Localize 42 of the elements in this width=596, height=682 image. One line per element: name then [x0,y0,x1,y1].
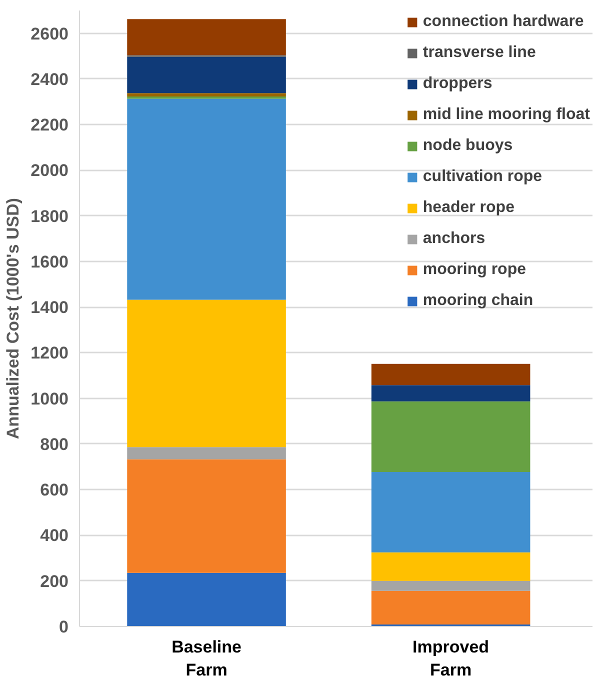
y-tick-label: 800 [40,434,69,454]
bar [127,93,286,97]
y-tick-label: 200 [40,572,69,591]
x-tick-label: Improved Farm [412,638,490,680]
legend-label: mid line mooring float [422,105,590,125]
bar [127,572,286,626]
y-tick-label: 400 [40,526,69,546]
bar [371,364,530,386]
bar [127,19,286,56]
bar [127,98,286,300]
y-tick-label: 2400 [30,70,69,89]
y-tick-label: 2000 [30,161,69,180]
y-tick-label: 1000 [30,389,69,408]
legend-label: cultivation rope [422,167,542,187]
bar [371,472,530,552]
y-tick-label: 2600 [30,24,69,44]
y-tick-label: 1600 [30,252,69,272]
bar [127,459,286,573]
legend-label: mooring rope [422,260,526,280]
x-tick-label: Baseline Farm [172,638,242,680]
legend-label: anchors [422,229,486,249]
y-tick-label: 1800 [30,206,69,226]
y-tick-label: 0 [59,618,69,636]
bar [371,580,530,591]
legend-label: transverse line [422,43,536,63]
bar [127,447,286,460]
legend-label: node buoys [422,136,513,156]
y-tick-label: 2200 [30,116,69,135]
legend-label: droppers [422,74,492,94]
y-axis-title: Annualized Cost (1000's USD) [4,198,23,440]
legend-label: connection hardware [422,12,584,32]
legend-label: mooring chain [422,291,534,311]
y-tick-label: 1200 [30,344,69,363]
bar [127,56,286,94]
bar [127,300,286,448]
bar [371,401,530,472]
bar [371,552,530,581]
bar [371,590,530,624]
y-tick-label: 1400 [30,298,69,318]
y-tick-label: 600 [40,480,69,500]
legend-label: header rope [422,198,514,218]
bar [371,385,530,402]
